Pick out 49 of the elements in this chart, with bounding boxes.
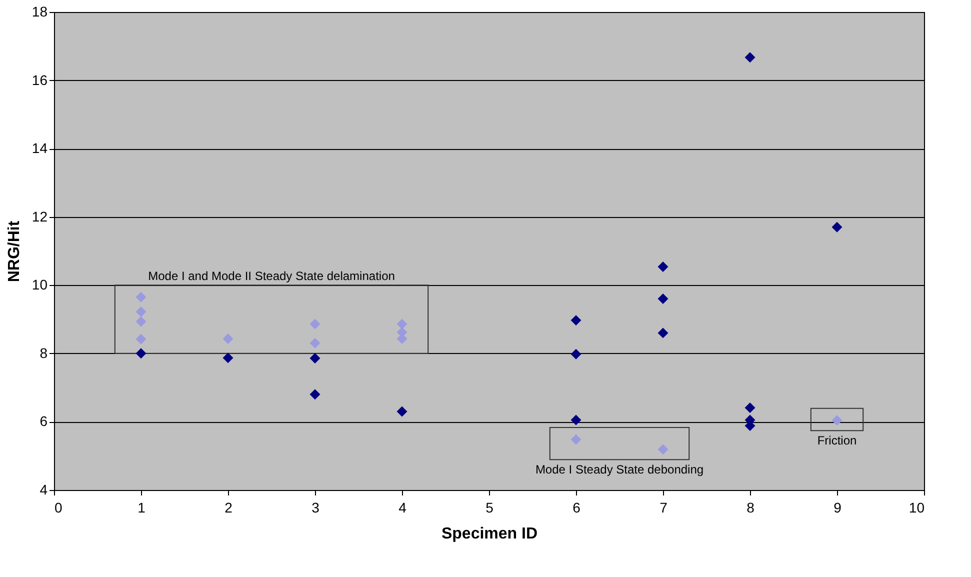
x-tick-label: 9 (834, 500, 842, 516)
y-tick-label: 8 (40, 344, 48, 361)
point (222, 334, 234, 344)
point (744, 402, 756, 413)
point (310, 389, 320, 400)
point (310, 318, 320, 330)
x-tick-label: 5 (486, 500, 494, 516)
point (744, 52, 756, 63)
x-tick-label: 0 (54, 500, 62, 516)
x-tick-label: 2 (224, 500, 233, 516)
x-tick-label: 1 (138, 500, 146, 516)
point (658, 294, 668, 304)
x-tick-label: 10 (908, 500, 925, 516)
y-tick-label: 16 (32, 72, 48, 88)
point (310, 352, 320, 364)
point (570, 414, 582, 426)
point (136, 334, 146, 344)
x-tick-label: 7 (660, 500, 668, 516)
annotation: Mode I Steady State debonding (535, 462, 704, 477)
point (396, 406, 408, 417)
point (658, 444, 668, 455)
y-tick-label: 4 (40, 482, 48, 498)
point (310, 338, 320, 348)
y-tick-label: 14 (32, 140, 48, 156)
point (136, 292, 146, 302)
y-tick-label: 12 (32, 208, 48, 224)
point (222, 352, 234, 364)
point (570, 315, 582, 326)
point (570, 434, 582, 445)
point (658, 328, 668, 338)
point (570, 348, 582, 360)
x-tick-label: 4 (398, 500, 407, 516)
point (396, 318, 408, 330)
point (658, 261, 668, 272)
point (136, 348, 146, 359)
point (832, 415, 842, 426)
annotation: Friction (817, 434, 857, 448)
point (136, 316, 146, 327)
x-tick-label: 6 (572, 500, 581, 516)
y-tick-label: 18 (32, 4, 48, 20)
x-tick-label: 3 (312, 500, 320, 516)
point (136, 306, 146, 318)
y-tick-label: 10 (32, 276, 48, 293)
x-tick-label: 8 (746, 500, 755, 516)
y-tick-label: 6 (40, 413, 48, 430)
y-axis-title: NRG/Hit (6, 220, 23, 282)
annotation: Mode I and Mode II Steady State delamination (148, 269, 395, 284)
point (832, 222, 842, 232)
x-axis-title: Specimen ID (441, 526, 538, 542)
